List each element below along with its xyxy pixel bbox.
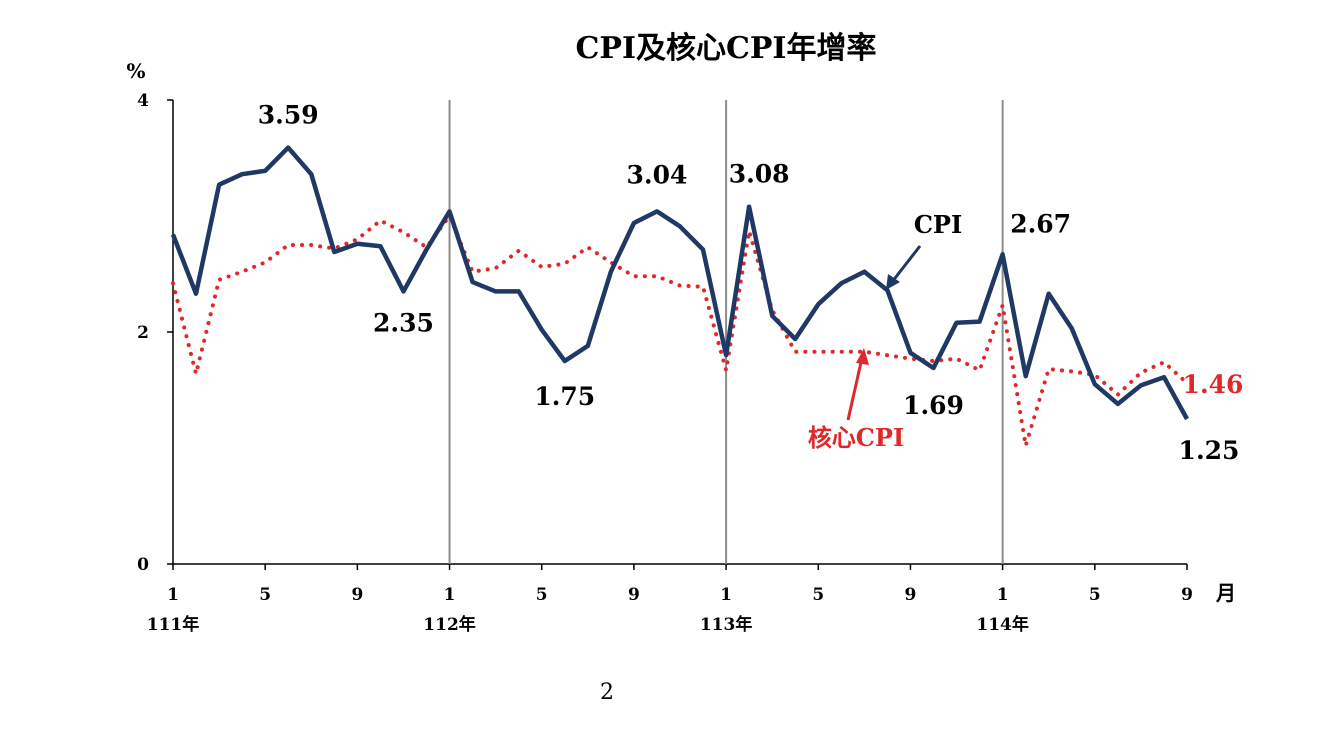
x-tick-label: 1 (167, 585, 179, 605)
page-number: 2 (600, 680, 614, 705)
chart-title: CPI及核心CPI年增率 (576, 31, 877, 66)
x-year-label: 112年 (423, 614, 476, 635)
tick-labels: 0 2 4 1 5 9 1 5 9 1 5 9 1 5 9 111年 112年 113年 114年 (137, 91, 1193, 635)
cpi-arrow-head (886, 274, 900, 290)
x-tick-label: 9 (1181, 585, 1193, 605)
data-labels: 3.59 2.35 1.75 3.04 3.08 1.69 2.67 1.25 1.46 (258, 101, 1244, 465)
x-tick-label: 9 (905, 585, 917, 605)
x-tick-label: 9 (351, 585, 363, 605)
y-tick-label: 2 (137, 323, 149, 343)
series-layer (170, 145, 1189, 448)
cpi-data-label: 1.69 (903, 391, 964, 420)
cpi-data-label: 1.75 (534, 382, 595, 411)
x-year-label: 114年 (976, 614, 1029, 635)
x-tick-label: 1 (444, 585, 456, 605)
y-tick-label: 0 (137, 555, 149, 575)
x-year-label: 111年 (147, 614, 200, 635)
x-tick-label: 5 (812, 585, 824, 605)
cpi-data-label: 3.59 (258, 101, 319, 130)
core-cpi-series-line (171, 214, 1189, 448)
x-tick-label: 5 (259, 585, 271, 605)
core-cpi-series-label: 核心CPI (808, 423, 904, 452)
x-tick-label: 5 (1089, 585, 1101, 605)
core-cpi-arrow (846, 357, 864, 421)
cpi-series-line (170, 145, 1189, 421)
cpi-data-label: 1.25 (1179, 436, 1240, 465)
core-cpi-data-label: 1.46 (1183, 370, 1244, 399)
cpi-series-label: CPI (914, 210, 962, 239)
cpi-data-label: 3.04 (627, 160, 688, 189)
x-tick-label: 5 (536, 585, 548, 605)
cpi-data-label: 2.35 (373, 308, 434, 337)
x-tick-label: 1 (997, 585, 1009, 605)
cpi-arrow (890, 245, 922, 283)
cpi-data-label: 2.67 (1010, 209, 1071, 238)
year-dividers (448, 100, 1004, 564)
core-cpi-annotation: 核心CPI (808, 348, 904, 452)
x-year-label: 113年 (700, 614, 753, 635)
x-axis-unit: 月 (1215, 581, 1236, 605)
axes (167, 99, 1188, 570)
core-cpi-arrow-head (856, 348, 869, 365)
y-axis-unit: % (126, 59, 145, 83)
y-tick-label: 4 (137, 91, 149, 111)
x-tick-label: 1 (720, 585, 732, 605)
cpi-annotation: CPI (886, 210, 962, 290)
x-tick-label: 9 (628, 585, 640, 605)
cpi-data-label: 3.08 (729, 160, 790, 189)
